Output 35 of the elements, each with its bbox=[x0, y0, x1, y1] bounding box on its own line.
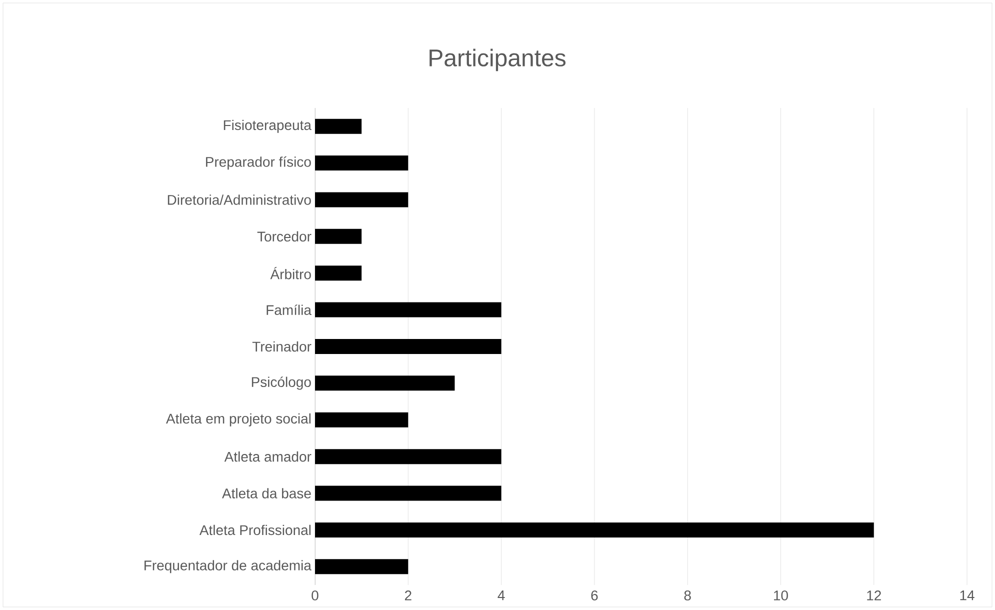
y-tick-label: Atleta da base bbox=[222, 488, 311, 498]
y-tick-label: Torcedor bbox=[257, 231, 312, 242]
y-tick-label: Preparador físico bbox=[206, 156, 311, 170]
bar bbox=[315, 522, 874, 538]
bar bbox=[315, 449, 502, 464]
bar bbox=[315, 486, 502, 501]
bar bbox=[315, 118, 362, 134]
y-tick-label: Fisioterapeuta bbox=[224, 120, 312, 133]
y-tick-label: Frequentador de academia bbox=[144, 560, 312, 574]
y-tick-label: Árbitro bbox=[270, 266, 311, 280]
bar bbox=[315, 338, 502, 354]
x-tick-label: 2 bbox=[404, 590, 412, 600]
y-tick-label: Diretoria/Administrativo bbox=[168, 194, 311, 205]
y-tick-label: Atleta em projeto social bbox=[166, 413, 311, 426]
y-tick-label: Psicólogo bbox=[252, 376, 311, 390]
bar bbox=[315, 412, 408, 428]
y-tick-label: Atleta Profissional bbox=[199, 524, 311, 536]
x-tick-label: 6 bbox=[591, 590, 598, 600]
y-tick-label: Atleta amador bbox=[224, 451, 312, 462]
x-tick-label: 12 bbox=[867, 590, 881, 600]
y-tick-label: Treinador bbox=[252, 341, 312, 352]
bar bbox=[315, 266, 362, 281]
bar bbox=[315, 376, 455, 391]
x-tick-label: 4 bbox=[498, 590, 505, 600]
bar bbox=[315, 559, 408, 574]
chart-title: Participantes bbox=[430, 48, 566, 72]
bar bbox=[315, 156, 408, 171]
bar bbox=[315, 228, 362, 244]
x-tick-label: 10 bbox=[774, 590, 788, 600]
x-tick-label: 8 bbox=[684, 590, 691, 600]
x-tick-label: 0 bbox=[312, 590, 318, 600]
bar bbox=[315, 302, 502, 318]
bar bbox=[315, 192, 408, 208]
x-tick-label: 14 bbox=[960, 590, 974, 600]
y-tick-label: Família bbox=[266, 304, 312, 316]
